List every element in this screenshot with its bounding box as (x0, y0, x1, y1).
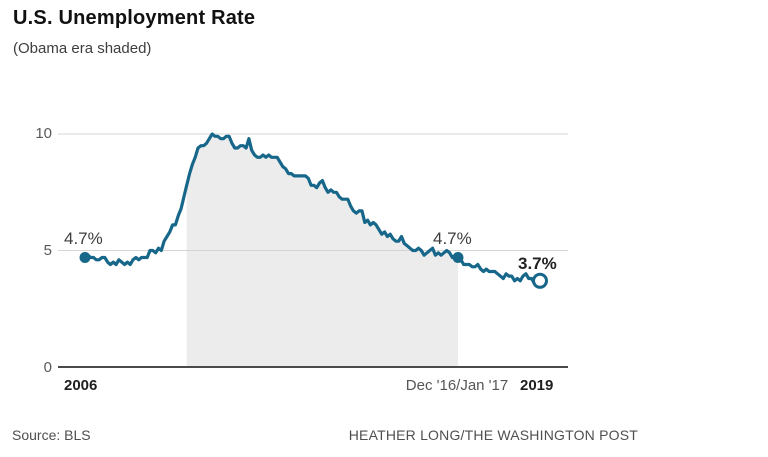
open-dot-marker-2 (532, 272, 548, 289)
x-axis-tick-dec16-jan17: Dec '16/Jan '17 (405, 377, 509, 394)
y-axis-tick-10: 10 (35, 125, 52, 142)
annotation-start-value: 4.7% (64, 229, 103, 248)
annotation-jan2017-value: 4.7% (433, 229, 472, 248)
unemployment-rate-line (83, 132, 542, 285)
filled-dot-marker-1 (452, 252, 464, 263)
source-note: Source: BLS (12, 427, 91, 443)
filled-dot-marker-0 (79, 252, 91, 263)
y-axis-tick-0: 0 (43, 359, 52, 376)
chart-subtitle: (Obama era shaded) (13, 40, 152, 57)
byline-credit: HEATHER LONG/THE WASHINGTON POST (348, 427, 638, 443)
page-title: U.S. Unemployment Rate (13, 7, 256, 29)
x-axis-tick-2019: 2019 (520, 377, 554, 394)
y-axis-tick-5: 5 (43, 242, 52, 259)
annotation-latest-value: 3.7% (518, 254, 557, 273)
x-axis-tick-2006: 2006 (64, 377, 98, 394)
